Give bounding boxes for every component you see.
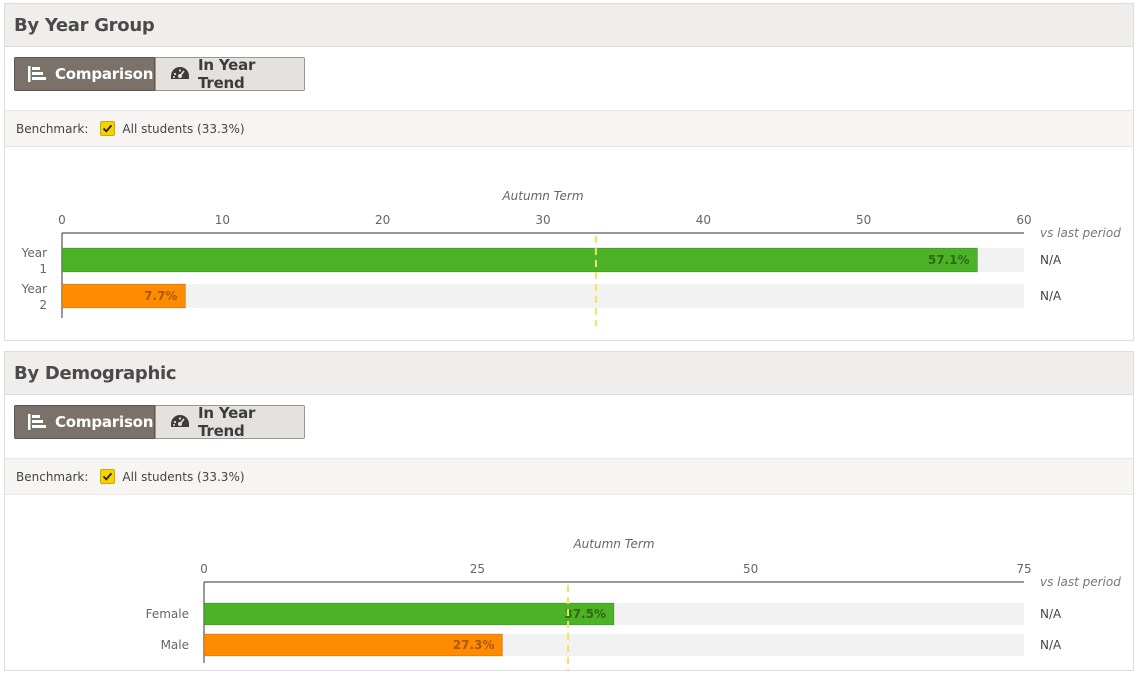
in-year-trend-label: In Year Trend xyxy=(198,56,256,92)
category-label: 2 xyxy=(39,298,47,312)
chart-svg: Autumn Term 0 25 50 75 vs last period 37.5% Fem… xyxy=(146,537,1121,671)
panel-title: By Demographic xyxy=(5,352,1133,395)
x-tick-label: 60 xyxy=(1016,213,1031,227)
category-label: Male xyxy=(161,638,189,652)
benchmark-checkbox[interactable] xyxy=(100,121,116,136)
vs-last-period-header: vs last period xyxy=(1040,226,1121,240)
comparison-label: Comparison xyxy=(55,65,154,83)
compare-value: N/A xyxy=(1040,638,1062,652)
benchmark-label: Benchmark: xyxy=(16,469,89,484)
view-toolbar: Comparison In Year Trend xyxy=(5,395,1133,459)
bar xyxy=(61,247,979,273)
x-tick-label: 30 xyxy=(535,213,550,227)
x-tick-label: 0 xyxy=(200,562,208,576)
bar-chart-icon xyxy=(27,413,47,431)
x-tick-label: 0 xyxy=(58,213,66,227)
benchmark-option-label: All students (33.3%) xyxy=(122,121,245,136)
bar-value-label: 27.3% xyxy=(453,638,495,652)
bar-track xyxy=(62,284,1024,308)
vs-last-period-header: vs last period xyxy=(1040,575,1121,589)
demographic-panel: By Demographic Comparison In Year Trend … xyxy=(4,351,1134,671)
x-tick-label: 50 xyxy=(743,562,758,576)
year-group-panel: By Year Group Comparison In Year Trend B… xyxy=(4,3,1134,341)
demographic-chart: Autumn Term 0 25 50 75 vs last period 37.5% Fem… xyxy=(5,495,1133,695)
chart-title: Autumn Term xyxy=(572,537,654,551)
compare-value: N/A xyxy=(1040,607,1062,621)
in-year-trend-label: In Year Trend xyxy=(198,404,256,440)
bar xyxy=(203,633,503,657)
compare-value: N/A xyxy=(1040,289,1062,303)
x-tick-label: 20 xyxy=(375,213,390,227)
category-label: Female xyxy=(146,607,189,621)
view-toolbar: Comparison In Year Trend xyxy=(5,47,1133,111)
benchmark-option-label: All students (33.3%) xyxy=(122,469,245,484)
x-tick-label: 75 xyxy=(1016,562,1031,576)
category-label: Year xyxy=(21,246,47,260)
bar-value-label: 57.1% xyxy=(928,253,970,267)
dashboard-gauge-icon xyxy=(170,65,190,83)
benchmark-label: Benchmark: xyxy=(16,121,89,136)
year-group-chart: Autumn Term 0 10 20 30 40 50 60 vs last period 57… xyxy=(5,147,1133,347)
x-tick-label: 25 xyxy=(470,562,485,576)
category-label: Year xyxy=(21,282,47,296)
dashboard-gauge-icon xyxy=(170,413,190,431)
benchmark-row: Benchmark: All students (33.3%) xyxy=(5,459,1133,495)
benchmark-checkbox[interactable] xyxy=(100,469,116,484)
in-year-trend-button[interactable]: In Year Trend xyxy=(155,56,305,92)
bar-chart-icon xyxy=(27,65,47,83)
bar xyxy=(61,283,186,309)
x-tick-label: 50 xyxy=(856,213,871,227)
in-year-trend-button[interactable]: In Year Trend xyxy=(155,404,305,440)
comparison-button[interactable]: Comparison xyxy=(14,57,155,91)
benchmark-row: Benchmark: All students (33.3%) xyxy=(5,111,1133,147)
bar-value-label: 37.5% xyxy=(564,607,606,621)
comparison-label: Comparison xyxy=(55,413,154,431)
category-label: 1 xyxy=(39,262,47,276)
chart-title: Autumn Term xyxy=(501,189,583,203)
comparison-button[interactable]: Comparison xyxy=(14,405,155,439)
x-tick-label: 10 xyxy=(215,213,230,227)
bar-value-label: 7.7% xyxy=(144,289,177,303)
chart-svg: Autumn Term 0 10 20 30 40 50 60 vs last period 57… xyxy=(21,189,1121,326)
x-tick-label: 40 xyxy=(696,213,711,227)
panel-title: By Year Group xyxy=(5,4,1133,47)
bar xyxy=(203,602,615,626)
compare-value: N/A xyxy=(1040,253,1062,267)
